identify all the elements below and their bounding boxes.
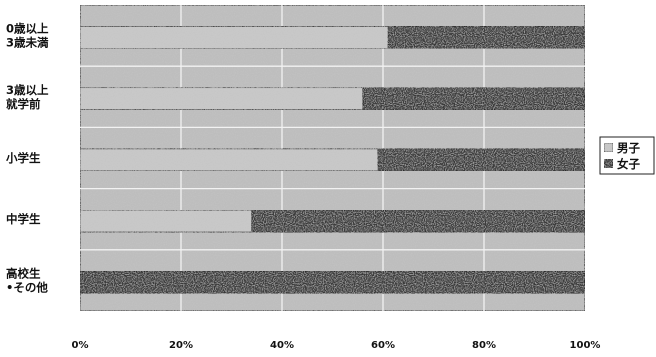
category-label: 小学生 bbox=[5, 151, 41, 165]
x-tick-label: 20% bbox=[169, 340, 193, 351]
category-label: 就学前 bbox=[6, 97, 41, 111]
gridlines bbox=[80, 5, 585, 311]
category-label: 3歳以上 bbox=[6, 83, 49, 97]
category-label: 0歳以上 bbox=[6, 22, 49, 36]
legend-swatch-female bbox=[603, 158, 614, 169]
x-tick-labels: 0% 20% 40% 60% 80% 100% bbox=[72, 340, 601, 351]
category-label: 3歳未満 bbox=[6, 36, 49, 50]
x-tick-label: 0% bbox=[72, 340, 89, 351]
bar-female bbox=[377, 148, 586, 172]
bar-male bbox=[79, 209, 253, 233]
bar-female bbox=[362, 87, 586, 111]
category-label: 高校生 bbox=[6, 266, 41, 280]
legend: 男子 女子 bbox=[599, 136, 655, 175]
bar-female bbox=[251, 209, 586, 233]
category-label: 中学生 bbox=[6, 212, 41, 226]
x-tick-label: 100% bbox=[570, 340, 601, 351]
bar-female bbox=[387, 26, 586, 49]
legend-label-male: 男子 bbox=[617, 141, 640, 155]
x-tick-label: 40% bbox=[270, 340, 294, 351]
bar-male bbox=[79, 148, 379, 172]
x-tick-label: 80% bbox=[472, 340, 496, 351]
legend-label-female: 女子 bbox=[617, 157, 640, 171]
bar-male bbox=[79, 26, 389, 49]
bar-female bbox=[79, 270, 586, 294]
category-label: •その他 bbox=[6, 280, 48, 294]
bar-male bbox=[79, 87, 364, 111]
bars bbox=[79, 26, 586, 294]
legend-swatch-male bbox=[603, 142, 614, 153]
x-tick-label: 60% bbox=[371, 340, 395, 351]
